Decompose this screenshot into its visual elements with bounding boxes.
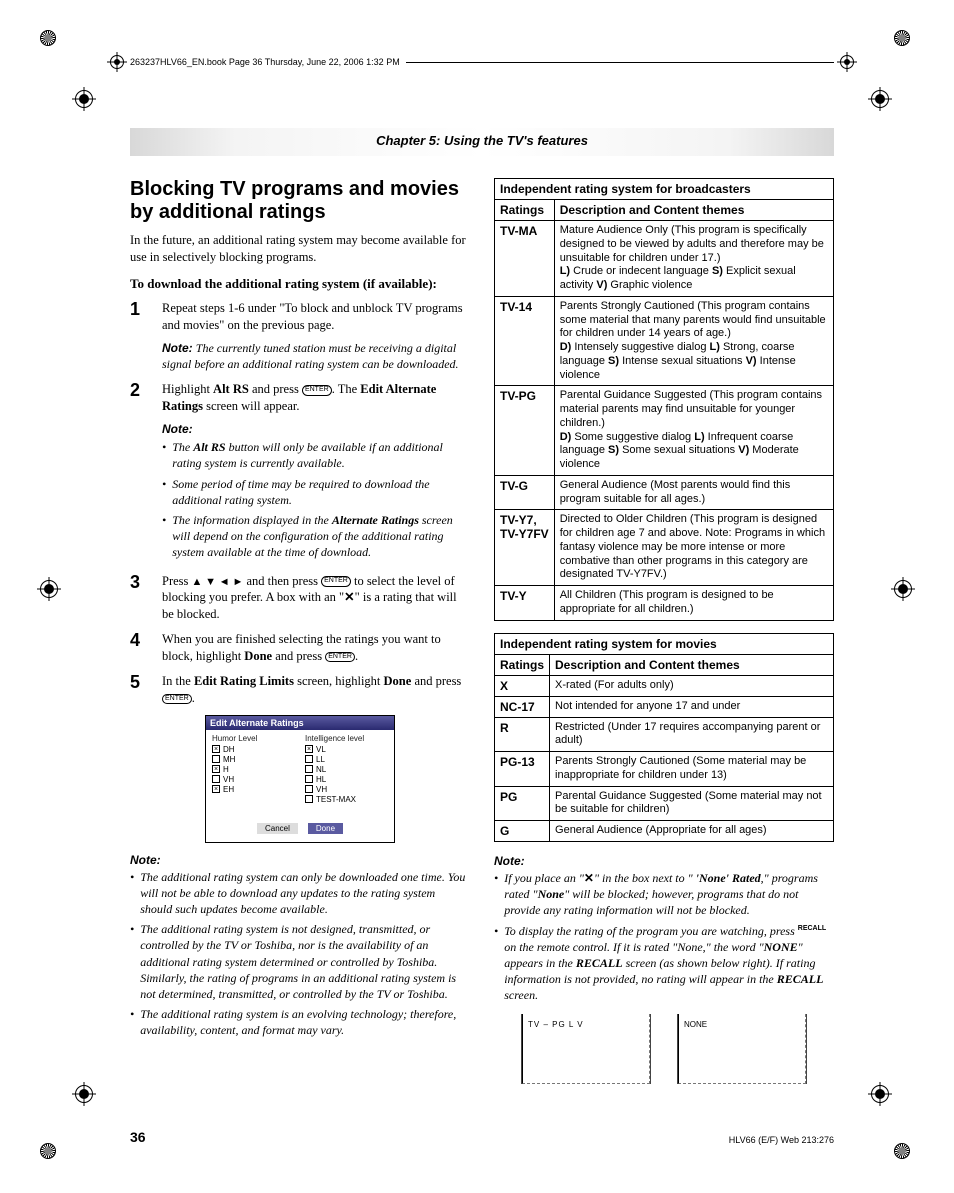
step-number: 1 xyxy=(130,300,150,374)
left-column: Blocking TV programs and movies by addit… xyxy=(130,178,470,1113)
enter-icon: ENTER xyxy=(162,694,192,704)
enter-icon: ENTER xyxy=(321,576,351,586)
note-label: Note: xyxy=(162,341,193,355)
crop-mark-tr xyxy=(894,30,914,50)
book-header: 263237HLV66_EN.book Page 36 Thursday, Ju… xyxy=(110,55,854,69)
step-number: 5 xyxy=(130,673,150,707)
step-number: 3 xyxy=(130,573,150,624)
reg-mark xyxy=(871,90,889,108)
enter-icon: ENTER xyxy=(302,385,332,395)
recall-box-rating: TV – PG L V xyxy=(521,1014,651,1084)
osd-screenshot: Edit Alternate Ratings Humor Level ×DHMH… xyxy=(205,715,395,843)
reg-mark xyxy=(75,90,93,108)
osd-done: Done xyxy=(308,823,343,834)
header-text: 263237HLV66_EN.book Page 36 Thursday, Ju… xyxy=(130,57,400,67)
recall-icon: RECALL xyxy=(798,925,826,932)
crop-mark-br xyxy=(894,1143,914,1163)
footer-code: HLV66 (E/F) Web 213:276 xyxy=(729,1135,834,1145)
step-number: 2 xyxy=(130,381,150,564)
right-column: Independent rating system for broadcaste… xyxy=(494,178,834,1113)
step-text: Repeat steps 1-6 under "To block and unb… xyxy=(162,301,463,332)
intro-text: In the future, an additional rating syst… xyxy=(130,232,470,266)
right-notes: If you place an "✕" in the box next to "… xyxy=(494,870,834,1004)
page-number: 36 xyxy=(130,1129,146,1145)
step-number: 4 xyxy=(130,631,150,665)
reg-mark xyxy=(871,1085,889,1103)
left-bottom-notes: The additional rating system can only be… xyxy=(130,869,470,1039)
broadcaster-rating-table: Independent rating system for broadcaste… xyxy=(494,178,834,621)
osd-cancel: Cancel xyxy=(257,823,298,834)
note-label: Note: xyxy=(130,853,470,867)
movie-rating-table: Independent rating system for movies Rat… xyxy=(494,633,834,843)
crop-mark-mr xyxy=(894,580,914,600)
page-title: Blocking TV programs and movies by addit… xyxy=(130,178,470,224)
arrow-icons: ▲ ▼ ◄ ► xyxy=(192,576,244,588)
enter-icon: ENTER xyxy=(325,652,355,662)
step2-notes: The Alt RS button will only be available… xyxy=(162,439,470,560)
osd-title: Edit Alternate Ratings xyxy=(206,716,394,730)
chapter-title: Chapter 5: Using the TV's features xyxy=(130,128,834,156)
note-label: Note: xyxy=(494,854,834,868)
recall-box-none: NONE xyxy=(677,1014,807,1084)
crop-mark-bl xyxy=(40,1143,60,1163)
sub-heading: To download the additional rating system… xyxy=(130,276,470,292)
crop-mark-tl xyxy=(40,30,60,50)
steps-list: 1 Repeat steps 1-6 under "To block and u… xyxy=(130,300,470,707)
reg-mark xyxy=(75,1085,93,1103)
note-label: Note: xyxy=(162,421,470,437)
recall-screens: TV – PG L V NONE xyxy=(494,1014,834,1084)
crop-mark-ml xyxy=(40,580,60,600)
